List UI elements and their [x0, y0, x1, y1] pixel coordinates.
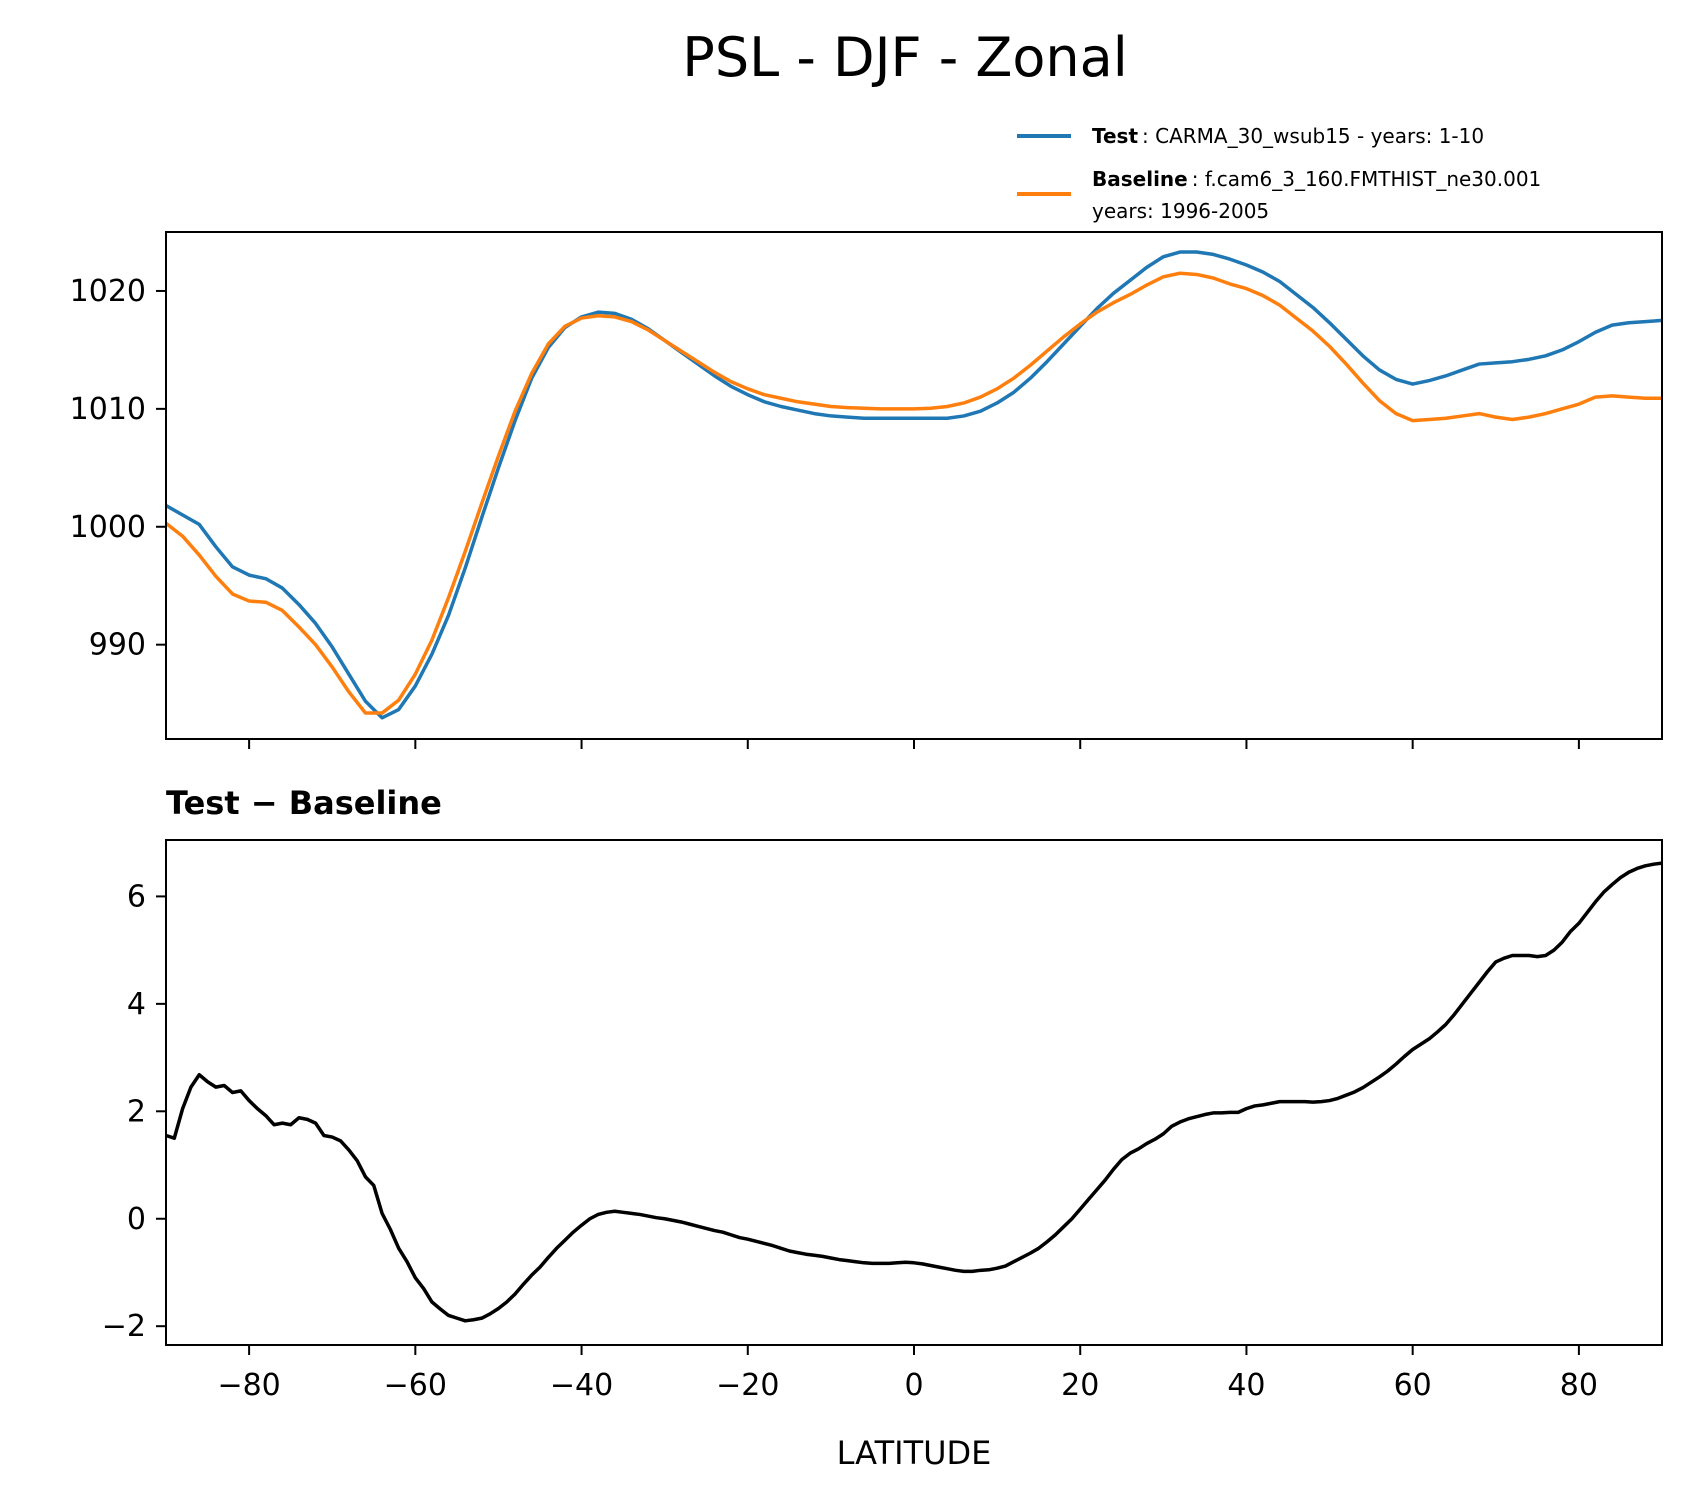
bottom-x-tick-label: 0 [904, 1368, 923, 1403]
bottom-y-tick-label: 4 [127, 987, 146, 1022]
legend-test-rest: : CARMA_30_wsub15 - years: 1-10 [1142, 124, 1484, 148]
bottom-lines [165, 861, 1663, 1323]
legend-baseline-line2: years: 1996-2005 [1092, 199, 1269, 223]
bottom-axes-frame [165, 839, 1663, 1346]
bottom-x-tick-label: 60 [1394, 1368, 1432, 1403]
top-x-ticks [248, 739, 1580, 749]
top-y-tick-label: 1010 [70, 392, 146, 427]
top-y-tick-label: 990 [89, 628, 146, 663]
bottom-y-tick-label: 6 [127, 879, 146, 914]
bottom-x-tick-label: −80 [217, 1368, 280, 1403]
bottom-y-ticks: −2 0 2 4 6 [102, 879, 166, 1344]
bottom-x-tick-label: −60 [384, 1368, 447, 1403]
bottom-x-tick-label: 80 [1560, 1368, 1598, 1403]
top-axes-frame [165, 231, 1663, 740]
top-y-tick-label: 1020 [70, 274, 146, 309]
legend-test-label: Test: CARMA_30_wsub15 - years: 1-10 [1092, 124, 1484, 148]
bottom-x-tick-label: 40 [1227, 1368, 1265, 1403]
bottom-y-tick-label: −2 [102, 1309, 146, 1344]
legend-baseline-rest: : f.cam6_3_160.FMTHIST_ne30.001 [1192, 167, 1542, 191]
bottom-x-tick-label: −40 [550, 1368, 613, 1403]
legend-test-bold: Test [1092, 124, 1138, 148]
bottom-x-tick-label: 20 [1061, 1368, 1099, 1403]
bottom-panel-title: Test − Baseline [166, 784, 442, 822]
legend-baseline-label: Baseline: f.cam6_3_160.FMTHIST_ne30.001 [1092, 167, 1541, 191]
top-series-2-line [164, 271, 1662, 715]
top-panel: 990 1000 1010 1020 [70, 231, 1663, 749]
legend-baseline-bold: Baseline [1092, 167, 1188, 191]
x-axis-label: LATITUDE [837, 1434, 992, 1472]
bottom-x-tick-label: −20 [716, 1368, 779, 1403]
bottom-x-ticks: −80 −60 −40 −20 0 20 40 60 80 [217, 1345, 1598, 1403]
top-series-1-line [165, 250, 1663, 720]
bottom-y-tick-label: 0 [127, 1202, 146, 1237]
bottom-y-tick-label: 2 [127, 1094, 146, 1129]
top-y-tick-label: 1000 [70, 510, 146, 545]
figure-title: PSL - DJF - Zonal [682, 26, 1127, 89]
bottom-series-1-line [165, 861, 1663, 1323]
top-lines [164, 250, 1663, 720]
legend: Test: CARMA_30_wsub15 - years: 1-10 Base… [1017, 124, 1541, 223]
top-y-ticks: 990 1000 1010 1020 [70, 274, 166, 663]
